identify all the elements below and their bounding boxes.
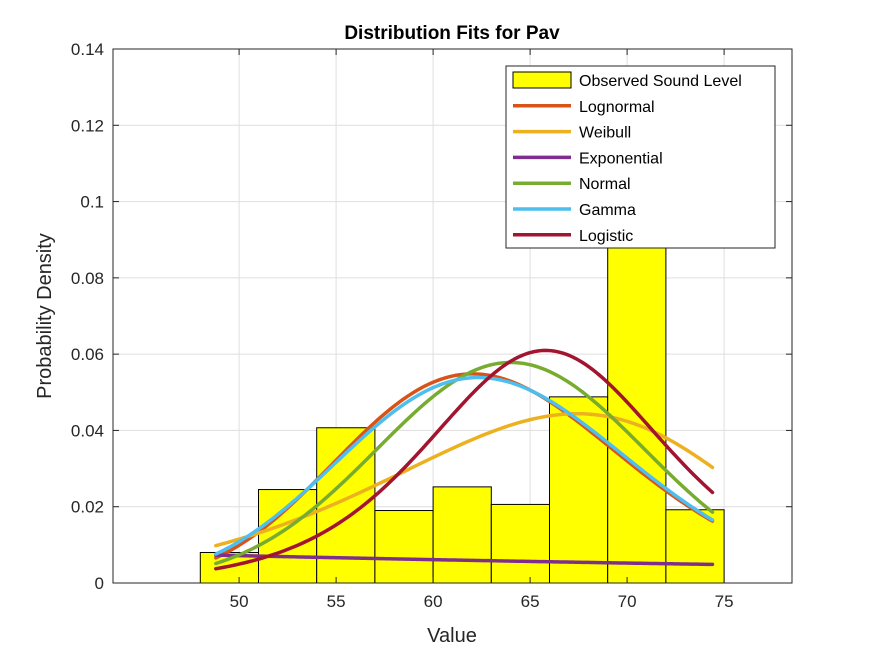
chart-title: Distribution Fits for Pav (344, 23, 560, 44)
histogram-bar (374, 510, 434, 584)
y-tick-label: 0.12 (71, 116, 104, 135)
x-tick-label: 60 (424, 592, 443, 611)
fit-curve-logistic (214, 348, 715, 571)
fit-curve-gamma (214, 375, 715, 556)
histogram-bar (665, 509, 725, 584)
y-tick-label: 0.08 (71, 269, 104, 288)
legend-label-observed: Observed Sound Level (579, 73, 742, 90)
x-tick-labels: 50 55 60 65 70 75 (230, 592, 734, 611)
y-tick-label: 0.02 (71, 498, 104, 517)
x-tick-label: 50 (230, 592, 249, 611)
fit-curve-normal (214, 360, 715, 566)
y-axis-label: Probability Density (34, 233, 56, 399)
y-tick-label: 0.04 (71, 421, 104, 440)
y-tick-label: 0.14 (71, 40, 104, 59)
histogram-bar (432, 486, 492, 584)
axis-ticks (113, 48, 792, 584)
x-tick-label: 75 (715, 592, 734, 611)
legend-swatch-observed (512, 71, 572, 89)
legend-label-exponential: Exponential (579, 150, 663, 167)
x-tick-label: 65 (521, 592, 540, 611)
plot-frame (112, 48, 793, 584)
histogram-bar (549, 396, 609, 584)
fit-curve-exponential (214, 553, 715, 567)
legend-label-logistic: Logistic (579, 228, 633, 245)
y-tick-label: 0.1 (80, 193, 104, 212)
x-tick-label: 70 (618, 592, 637, 611)
y-tick-label: 0 (95, 574, 104, 593)
fit-curves (214, 348, 715, 571)
x-tick-label: 55 (327, 592, 346, 611)
legend-label-gamma: Gamma (579, 202, 636, 219)
legend-label-normal: Normal (579, 176, 631, 193)
legend-label-weibull: Weibull (579, 125, 631, 142)
legend: Observed Sound Level Lognormal Weibull Expo… (505, 65, 776, 249)
x-axis-label: Value (427, 625, 477, 647)
y-tick-labels: 0 0.02 0.04 0.06 0.08 0.1 0.12 0.14 (71, 40, 104, 593)
y-tick-label: 0.06 (71, 345, 104, 364)
legend-label-lognormal: Lognormal (579, 99, 655, 116)
histogram-bar (258, 489, 318, 584)
histogram-bar (490, 503, 550, 584)
